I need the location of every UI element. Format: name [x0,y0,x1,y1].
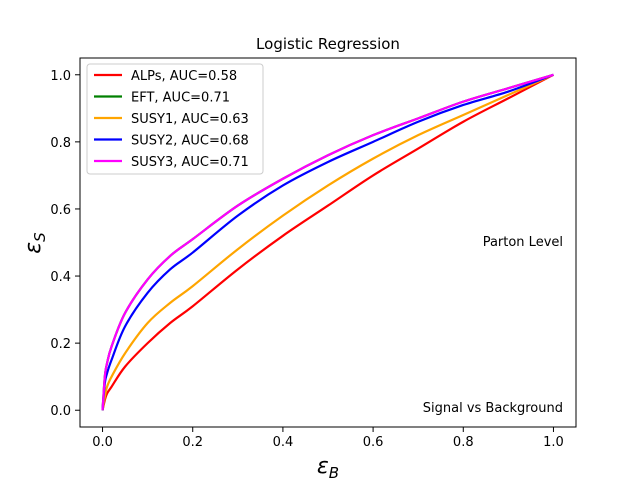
y-axis: 0.0 0.2 0.4 0.6 0.8 1.0 [50,69,80,419]
y-tick-label: 0.8 [50,136,71,151]
legend-label-1: EFT, AUC=0.71 [131,91,230,106]
series-line-4 [101,73,554,411]
series-line-0 [101,73,554,411]
series-line-2 [101,73,554,411]
x-tick-label: 0.4 [273,435,294,450]
legend: ALPs, AUC=0.58 EFT, AUC=0.71 SUSY1, AUC=0.… [86,63,264,175]
legend-box [86,63,264,175]
chart-title: Logistic Regression [256,35,400,53]
y-tick-label: 0.4 [50,270,71,285]
x-axis-label: εB [317,454,339,480]
annotation-parton-level: Parton Level [483,235,563,250]
x-tick-label: 0.2 [182,435,203,450]
x-tick-label: 0.0 [92,435,113,450]
y-axis-label: εS [21,232,49,254]
y-tick-label: 0.0 [50,404,71,419]
annotation-signal-vs-background: Signal vs Background [423,401,563,416]
x-tick-label: 1.0 [543,435,564,450]
x-axis: 0.0 0.2 0.4 0.6 0.8 1.0 [92,427,564,450]
series-layer [101,73,554,411]
y-tick-label: 0.2 [50,337,71,352]
series-line-3 [101,73,554,411]
plot-frame [79,57,577,428]
legend-label-2: SUSY1, AUC=0.63 [131,112,249,127]
legend-label-4: SUSY3, AUC=0.71 [131,155,249,170]
x-tick-label: 0.6 [363,435,384,450]
legend-entries: ALPs, AUC=0.58 EFT, AUC=0.71 SUSY1, AUC=0.… [94,69,249,170]
plot-area [79,57,577,428]
x-tick-label: 0.8 [453,435,474,450]
legend-label-0: ALPs, AUC=0.58 [131,69,237,84]
y-tick-label: 1.0 [50,69,71,84]
legend-label-3: SUSY2, AUC=0.68 [131,134,249,149]
y-tick-label: 0.6 [50,203,71,218]
